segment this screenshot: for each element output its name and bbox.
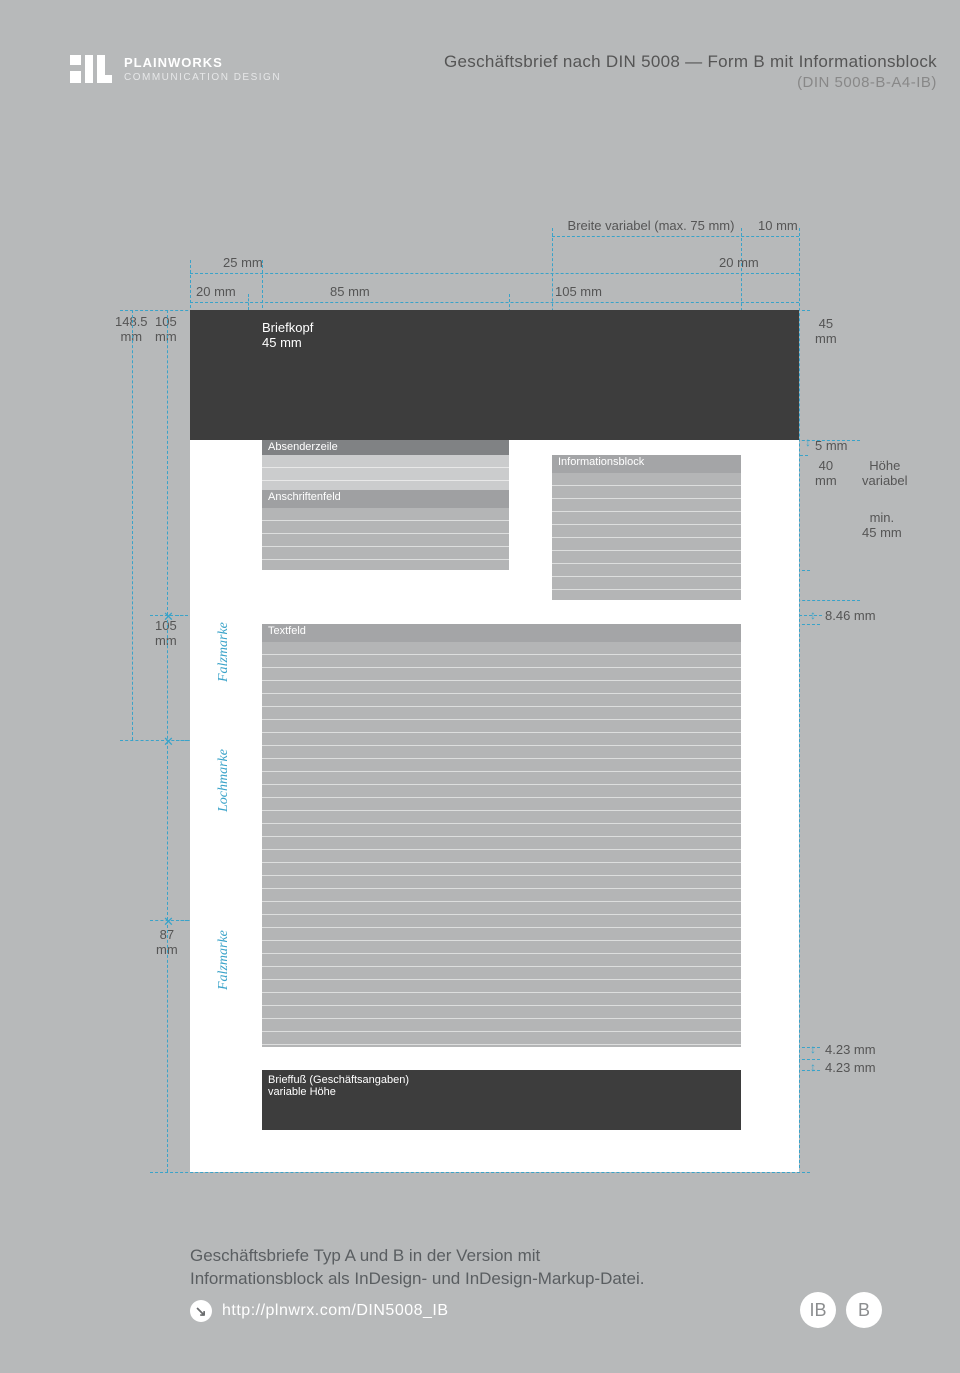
guide-87	[167, 920, 168, 1172]
dim-40: 40 mm	[815, 458, 837, 488]
dim-20mm-right: 20 mm	[719, 255, 759, 270]
falzmarke-1-label: Falzmarke	[216, 622, 232, 682]
arrow-846-icon: ↕	[810, 608, 816, 622]
footer-link[interactable]: ↘ http://plnwrx.com/DIN5008_IB	[190, 1300, 449, 1322]
region-textfeld-label: Textfeld	[262, 624, 741, 642]
region-absenderzeile: Absenderzeile	[262, 440, 509, 455]
loch-tick: ✕	[163, 734, 174, 750]
title-line-1: Geschäftsbrief nach DIN 5008 — Form B mi…	[444, 52, 937, 72]
guide-105b	[167, 615, 168, 920]
download-icon: ↘	[190, 1300, 212, 1322]
region-absender-zone	[262, 455, 509, 490]
footer-description: Geschäftsbriefe Typ A und B in der Versi…	[190, 1245, 670, 1291]
falz-dash-1	[176, 615, 188, 616]
dim-423a: 4.23 mm	[825, 1042, 876, 1057]
brieffuss-l2: variable Höhe	[268, 1086, 735, 1098]
arrow-5mm-icon: ↕	[805, 435, 811, 449]
dim-423b: 4.23 mm	[825, 1060, 876, 1075]
falz-dash-2	[176, 920, 188, 921]
guide-105a	[167, 310, 168, 615]
guide-bottom-edge	[150, 1172, 810, 1173]
region-anschrift-label: Anschriftenfeld	[262, 490, 509, 508]
dim-85mm: 85 mm	[330, 284, 370, 299]
falz-tick-2: ✕	[163, 914, 174, 930]
badge-b: B	[846, 1292, 882, 1328]
brand-logo: PLAINWORKS COMMUNICATION DESIGN	[70, 55, 281, 83]
dim-20mm-left: 20 mm	[196, 284, 236, 299]
dim-breite-variabel: Breite variabel (max. 75 mm)	[556, 218, 746, 233]
guide-1485	[132, 310, 133, 740]
region-info-block	[552, 473, 741, 600]
guide-right-edge	[799, 228, 800, 1168]
dim-min45: min. 45 mm	[862, 510, 902, 540]
region-brieffuss: Brieffuß (Geschäftsangaben) variable Höh…	[262, 1070, 741, 1130]
dim-105mm: 105 mm	[555, 284, 602, 299]
dim-hoehe-var: Höhe variabel	[862, 458, 908, 488]
guide-20-marker	[248, 294, 249, 310]
loch-dash	[176, 740, 188, 741]
guide-25mm	[190, 273, 799, 274]
briefkopf-label-1: Briefkopf	[262, 320, 799, 335]
dim-45: 45 mm	[815, 316, 837, 346]
dim-25mm: 25 mm	[223, 255, 263, 270]
dim-10mm: 10 mm	[758, 218, 798, 233]
footer-url: http://plnwrx.com/DIN5008_IB	[222, 1302, 449, 1320]
logo-mark-icon	[70, 55, 112, 83]
guide-top-info	[552, 236, 799, 237]
brand-sub: COMMUNICATION DESIGN	[124, 72, 281, 83]
guide-cols	[190, 302, 799, 303]
briefkopf-label-2: 45 mm	[262, 335, 799, 350]
page-title: Geschäftsbrief nach DIN 5008 — Form B mi…	[444, 52, 937, 91]
falzmarke-2-label: Falzmarke	[216, 930, 232, 990]
badge-ib: IB	[800, 1292, 836, 1328]
brand-name: PLAINWORKS	[124, 55, 281, 70]
guide-loch	[120, 740, 200, 741]
title-line-2: (DIN 5008-B-A4-IB)	[444, 74, 937, 91]
a4-sheet: Briefkopf 45 mm Absenderzeile Anschrifte…	[190, 310, 799, 1172]
dim-846: 8.46 mm	[825, 608, 876, 623]
falz-tick-1: ✕	[163, 609, 174, 625]
region-info-label: Informationsblock	[552, 455, 741, 473]
arrow-423a-icon: ↕	[810, 1042, 816, 1056]
region-textfeld	[262, 642, 741, 1047]
lochmarke-label: Lochmarke	[216, 749, 232, 812]
dim-105a: 105 mm	[155, 314, 177, 344]
region-anschrift	[262, 508, 509, 570]
region-briefkopf: Briefkopf 45 mm	[190, 310, 799, 440]
arrow-423b-icon: ↕	[810, 1060, 816, 1074]
brieffuss-l1: Brieffuß (Geschäftsangaben)	[268, 1074, 735, 1086]
